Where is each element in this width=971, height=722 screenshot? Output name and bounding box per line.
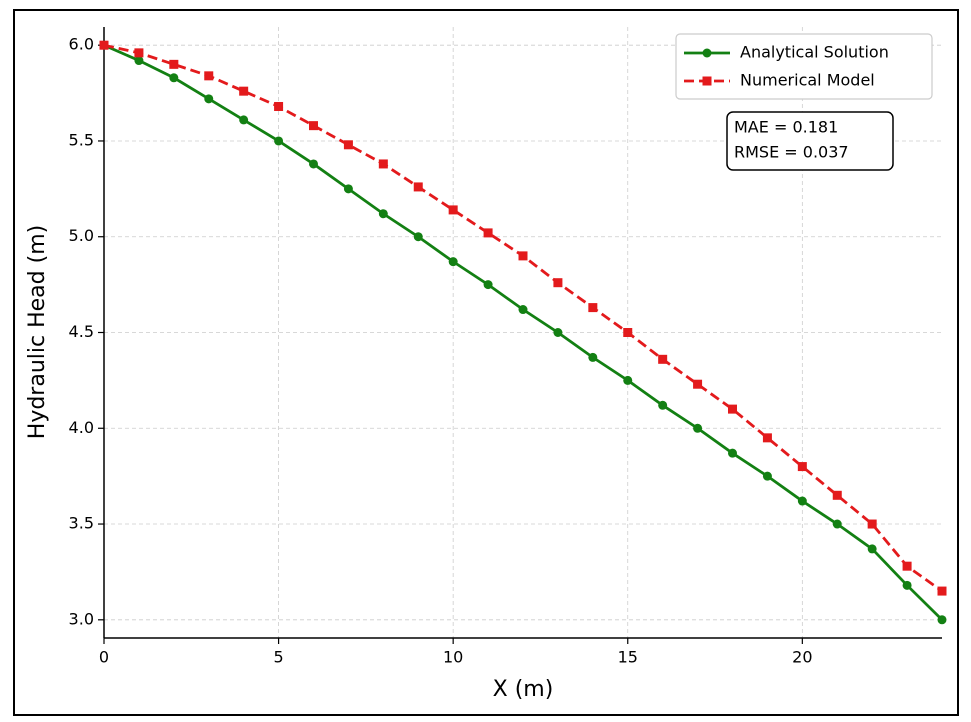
marker [867, 519, 877, 529]
marker [483, 228, 493, 238]
marker [623, 328, 633, 337]
marker [797, 496, 807, 506]
x-tick-label: 0 [99, 648, 109, 667]
y-tick-label: 5.0 [69, 226, 94, 245]
marker [902, 580, 912, 590]
marker [239, 115, 249, 125]
marker [448, 257, 458, 267]
marker [937, 586, 947, 596]
marker [413, 182, 423, 192]
x-axis-label: X (m) [493, 677, 554, 702]
marker [169, 73, 179, 83]
marker [378, 209, 388, 219]
marker [728, 404, 737, 414]
marker [658, 400, 668, 410]
marker [518, 305, 528, 315]
marker [169, 59, 179, 69]
marker [343, 184, 353, 194]
marker [553, 328, 563, 337]
y-tick-label: 4.0 [69, 418, 94, 437]
marker [134, 48, 144, 58]
y-tick-label: 6.0 [69, 35, 94, 54]
annotation-text: RMSE = 0.037 [734, 143, 849, 162]
x-tick-label: 15 [618, 648, 638, 667]
marker [728, 448, 737, 458]
marker [483, 280, 493, 290]
marker [134, 56, 144, 66]
annotation-box [726, 111, 894, 171]
y-tick-label: 5.5 [69, 130, 94, 149]
x-tick-label: 20 [792, 648, 812, 667]
marker [658, 354, 668, 364]
marker [797, 462, 807, 472]
annotation-text: MAE = 0.181 [734, 118, 838, 137]
x-tick-label: 5 [273, 648, 283, 667]
marker [902, 561, 912, 571]
marker [274, 136, 284, 146]
x-tick-label: 10 [443, 648, 463, 667]
frame [13, 9, 959, 716]
marker [448, 205, 458, 215]
marker [413, 232, 423, 242]
y-tick-label: 3.5 [69, 514, 94, 533]
marker [832, 490, 842, 500]
y-axis-label: Hydraulic Head (m) [25, 225, 50, 439]
marker [309, 159, 318, 169]
y-tick-label: 4.5 [69, 322, 94, 341]
marker [588, 352, 598, 362]
marker [309, 121, 318, 131]
marker [343, 140, 353, 150]
marker [274, 101, 284, 111]
marker [378, 159, 388, 169]
marker [762, 433, 772, 443]
marker [702, 76, 712, 86]
marker [99, 40, 109, 50]
marker [204, 71, 214, 81]
marker [553, 278, 563, 288]
marker [623, 375, 633, 385]
marker [588, 303, 598, 313]
legend-label: Numerical Model [740, 71, 875, 90]
marker [239, 86, 249, 96]
marker [762, 471, 772, 481]
marker [204, 94, 214, 104]
y-tick-label: 3.0 [69, 609, 94, 628]
marker [937, 615, 947, 625]
marker [867, 544, 877, 554]
legend-box [675, 33, 933, 100]
marker [693, 379, 703, 389]
marker [832, 519, 842, 529]
marker [702, 48, 712, 58]
marker [693, 423, 703, 433]
marker [518, 251, 528, 261]
legend-label: Analytical Solution [740, 43, 889, 62]
